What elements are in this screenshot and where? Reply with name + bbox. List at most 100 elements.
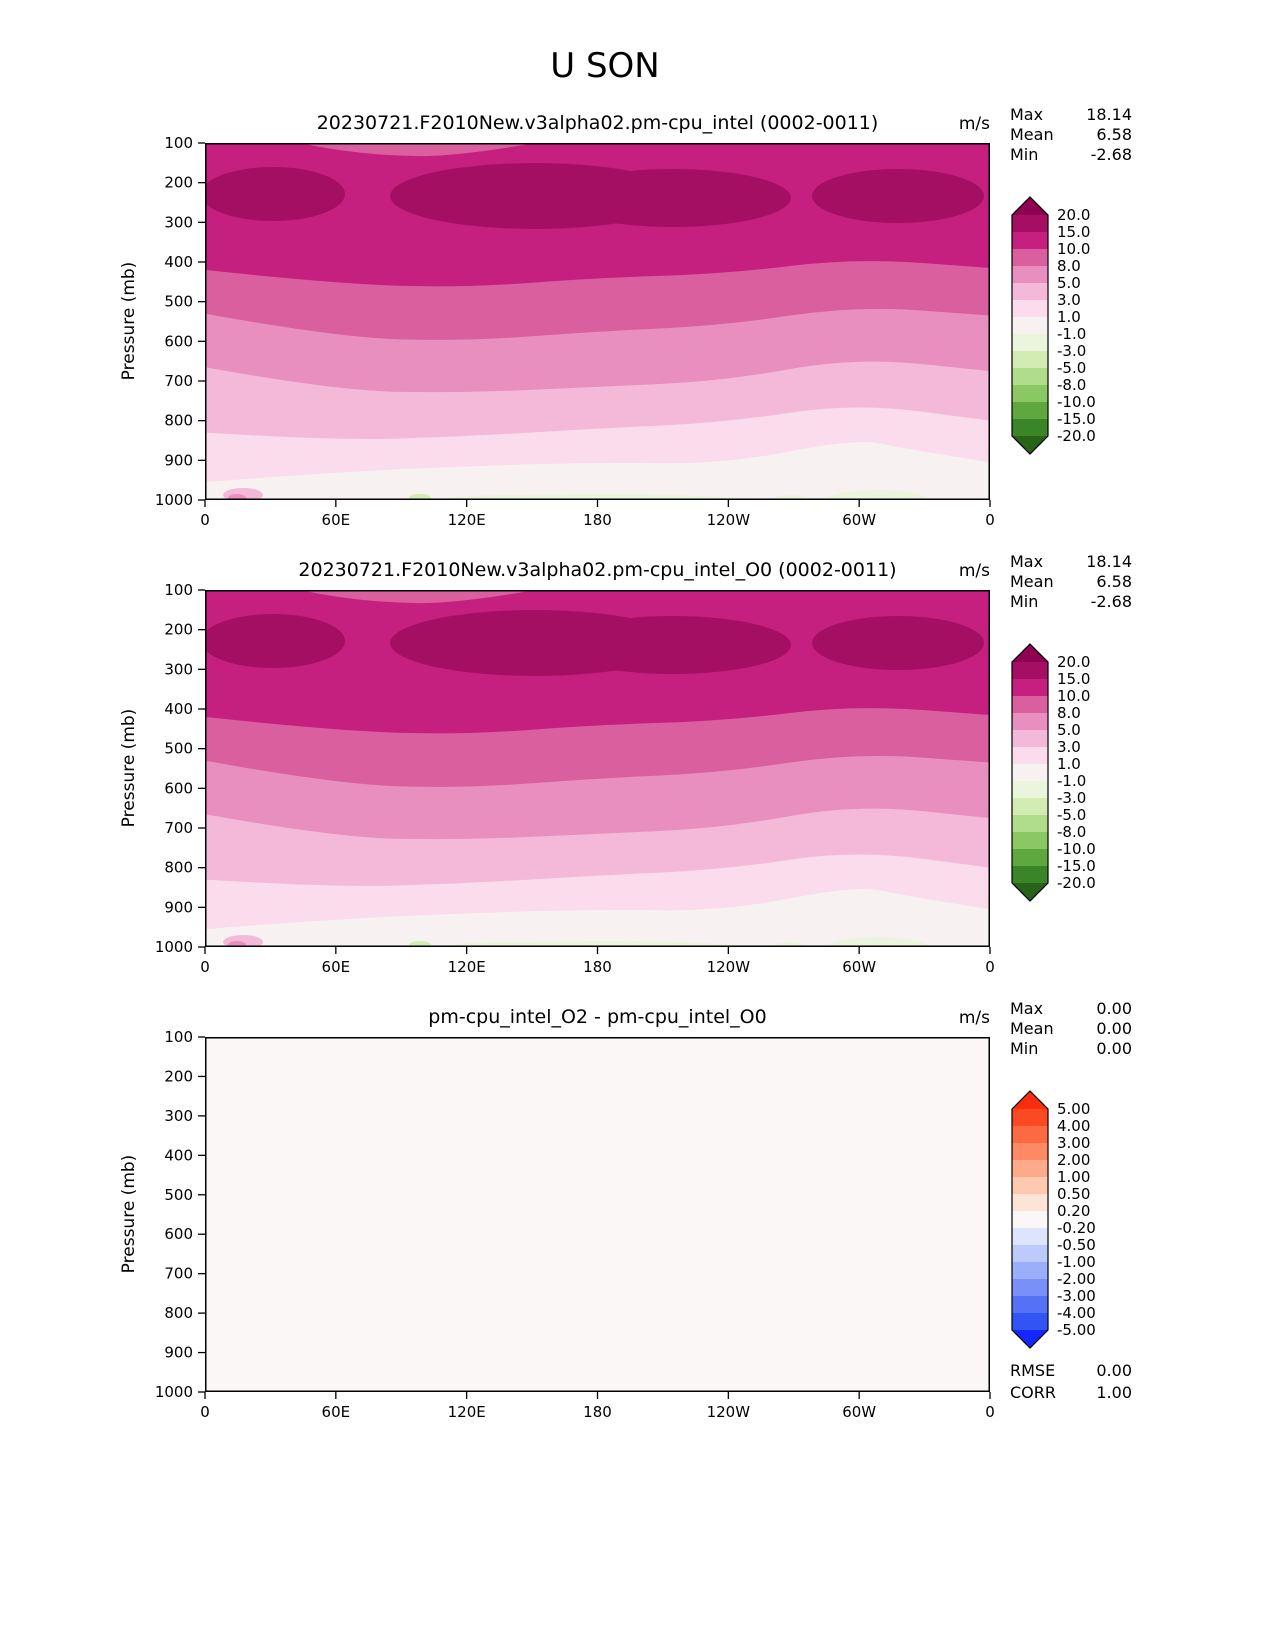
y-tick-label: 700: [164, 372, 193, 390]
rmse-label: RMSE: [1010, 1361, 1056, 1380]
x-tick-label: 180: [583, 511, 612, 529]
y-tick-label: 800: [164, 412, 193, 430]
y-tick-label: 900: [164, 1344, 193, 1362]
colorbar-label: -5.00: [1057, 1321, 1096, 1339]
colorbar-label: 2.00: [1057, 1151, 1090, 1169]
y-tick-label: 400: [164, 253, 193, 271]
colorbar-label: -10.0: [1057, 393, 1096, 411]
colorbar-label: -8.0: [1057, 376, 1086, 394]
y-tick-label: 400: [164, 1146, 193, 1164]
colorbar-label: -3.0: [1057, 342, 1086, 360]
y-tick-label: 300: [164, 660, 193, 678]
colorbar-label: 10.0: [1057, 240, 1090, 258]
colorbar-label: 0.50: [1057, 1185, 1090, 1203]
x-tick-label: 0: [200, 958, 210, 976]
panel-1-units: m/s: [958, 114, 990, 134]
stat-mean-value: 6.58: [1096, 572, 1132, 591]
x-tick-label: 120E: [448, 958, 486, 976]
colorbar-label: -5.0: [1057, 806, 1086, 824]
y-tick-label: 800: [164, 859, 193, 877]
y-tick-label: 900: [164, 898, 193, 916]
stat-mean-value: 0.00: [1096, 1019, 1132, 1038]
panel-2-stats: Max 18.14 Mean 6.58 Min -2.68: [1010, 552, 1132, 612]
y-tick-label: 300: [164, 1107, 193, 1125]
stat-max-value: 18.14: [1086, 552, 1132, 571]
colorbar-label: 1.0: [1057, 308, 1081, 326]
colorbar-label: 5.0: [1057, 721, 1081, 739]
panel-3-extra-stats: RMSE 0.00 CORR 1.00: [1010, 1360, 1132, 1404]
y-tick-label: 600: [164, 779, 193, 797]
colorbar-label: -8.0: [1057, 823, 1086, 841]
panel-2-ylabel: Pressure (mb): [119, 708, 139, 828]
colorbar-label: 1.00: [1057, 1168, 1090, 1186]
y-tick-label: 500: [164, 740, 193, 758]
x-tick-label: 0: [985, 511, 995, 529]
colorbar-label: -3.0: [1057, 789, 1086, 807]
colorbar-label: 8.0: [1057, 704, 1081, 722]
colorbar-label: 10.0: [1057, 687, 1090, 705]
colorbar-label: 3.0: [1057, 291, 1081, 309]
panel-1-title: 20230721.F2010New.v3alpha02.pm-cpu_intel…: [316, 112, 879, 134]
stat-max-value: 0.00: [1096, 999, 1132, 1018]
figure-title: U SON: [550, 46, 660, 86]
colorbar-label: 5.0: [1057, 274, 1081, 292]
colorbar-label: -4.00: [1057, 1304, 1096, 1322]
y-tick-label: 900: [164, 451, 193, 469]
stat-mean-label: Mean: [1010, 1019, 1054, 1038]
corr-value: 1.00: [1096, 1383, 1132, 1402]
panel-1-ylabel: Pressure (mb): [119, 261, 139, 381]
colorbar-label: 4.00: [1057, 1117, 1090, 1135]
y-tick-label: 200: [164, 174, 193, 192]
x-tick-label: 60W: [842, 1403, 876, 1421]
stat-min-value: 0.00: [1096, 1039, 1132, 1058]
panel-2-plot: 0 60E 120E 180 120W 60W 0 100 200 300 400 500 600 700…: [155, 581, 995, 976]
colorbar-label: -5.0: [1057, 359, 1086, 377]
panel-1-plot: 0 60E 120E 180 120W 60W 0 100 200 300 400 500 600 700…: [155, 134, 995, 529]
y-tick-label: 500: [164, 1186, 193, 1204]
y-tick-label: 100: [164, 581, 193, 599]
colorbar-label: -2.00: [1057, 1270, 1096, 1288]
stat-min-value: -2.68: [1090, 145, 1132, 164]
panel-1-colorbar: 20.015.010.08.05.03.01.0-1.0-3.0-5.0-8.0…: [1011, 196, 1096, 455]
stat-mean-label: Mean: [1010, 572, 1054, 591]
y-tick-label: 700: [164, 819, 193, 837]
colorbar-label: 20.0: [1057, 653, 1090, 671]
y-tick-label: 500: [164, 293, 193, 311]
panel-2-units: m/s: [958, 561, 990, 581]
y-tick-label: 1000: [155, 938, 193, 956]
colorbar-label: 15.0: [1057, 223, 1090, 241]
y-tick-label: 400: [164, 700, 193, 718]
colorbar-label: 0.20: [1057, 1202, 1090, 1220]
panel-3-plot: 0 60E 120E 180 120W 60W 0 100 200 300 400 500 600 700…: [155, 1028, 995, 1421]
panel-3-ylabel: Pressure (mb): [119, 1154, 139, 1274]
panel-3-stats: Max 0.00 Mean 0.00 Min 0.00: [1010, 999, 1132, 1059]
y-tick-label: 600: [164, 1225, 193, 1243]
stat-max-label: Max: [1010, 105, 1044, 124]
x-tick-label: 120W: [707, 958, 751, 976]
colorbar-label: -0.50: [1057, 1236, 1096, 1254]
colorbar-label: -15.0: [1057, 857, 1096, 875]
stat-min-label: Min: [1010, 592, 1039, 611]
panel-3-colorbar: 5.004.003.002.001.000.500.20-0.20-0.50-1…: [1011, 1090, 1096, 1349]
panel-3-units: m/s: [958, 1008, 990, 1028]
stat-max-label: Max: [1010, 999, 1044, 1018]
colorbar-label: -20.0: [1057, 874, 1096, 892]
x-tick-label: 60E: [322, 511, 351, 529]
stat-max-value: 18.14: [1086, 105, 1132, 124]
panel-2-colorbar: 20.015.010.08.05.03.01.0-1.0-3.0-5.0-8.0…: [1011, 643, 1096, 902]
panel-1-stats: Max 18.14 Mean 6.58 Min -2.68: [1010, 105, 1132, 165]
colorbar-label: -1.0: [1057, 772, 1086, 790]
colorbar-label: -3.00: [1057, 1287, 1096, 1305]
x-tick-label: 0: [985, 958, 995, 976]
colorbar-label: -20.0: [1057, 427, 1096, 445]
colorbar-label: 8.0: [1057, 257, 1081, 275]
colorbar-label: -1.0: [1057, 325, 1086, 343]
panel-2-title: 20230721.F2010New.v3alpha02.pm-cpu_intel…: [298, 559, 897, 581]
colorbar-label: 1.0: [1057, 755, 1081, 773]
stat-min-label: Min: [1010, 1039, 1039, 1058]
y-tick-label: 1000: [155, 491, 193, 509]
y-tick-label: 200: [164, 621, 193, 639]
x-tick-label: 60E: [322, 958, 351, 976]
colorbar-label: 3.00: [1057, 1134, 1090, 1152]
y-tick-label: 100: [164, 1028, 193, 1046]
